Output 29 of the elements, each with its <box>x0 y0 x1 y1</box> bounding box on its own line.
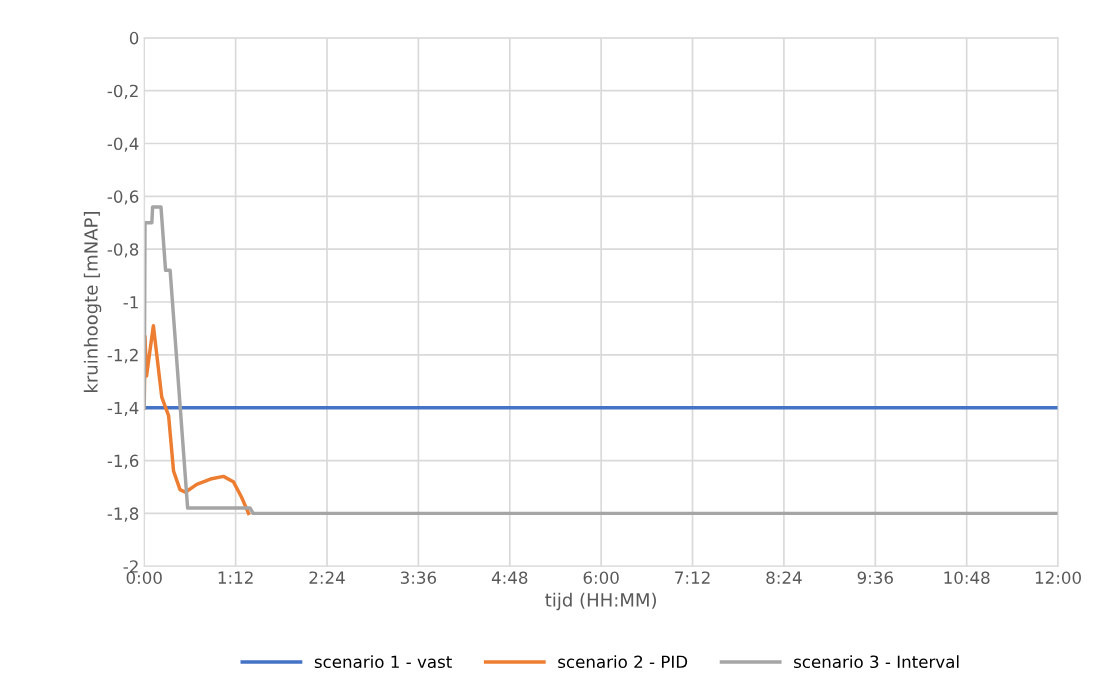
y-tick-label: -1,8 <box>107 507 139 522</box>
y-tick-label: -1,4 <box>107 401 139 416</box>
y-tick-label: -1,2 <box>107 348 138 364</box>
legend-label: scenario 2 - PID <box>558 655 688 669</box>
line-series <box>144 324 251 516</box>
y-tick-label: -0,8 <box>107 243 139 258</box>
x-axis-title: tijd (HH:MM) <box>545 592 656 611</box>
y-tick-label: -0,2 <box>107 84 138 99</box>
x-tick-label: 7:12 <box>675 571 710 584</box>
legend-label: scenario 3 - Interval <box>794 655 959 669</box>
x-tick-label: 0:00 <box>126 571 162 584</box>
y-tick-label: -1,6 <box>107 454 139 469</box>
legend-label: scenario 1 - vast <box>314 655 452 669</box>
x-tick-label: 9:36 <box>857 571 893 584</box>
x-tick-label: 4:48 <box>491 571 528 584</box>
y-tick-label: 0 <box>129 31 139 45</box>
y-tick-label: -1 <box>123 296 138 309</box>
y-tick-label: -0,4 <box>107 137 139 152</box>
y-axis-title: kruinhoogte [mNAP] <box>83 212 102 392</box>
x-tick-label: 3:36 <box>400 571 437 584</box>
x-tick-label: 2:24 <box>309 571 345 584</box>
y-tick-label: -0,6 <box>107 190 139 205</box>
y-tick-label: -2 <box>123 560 138 573</box>
x-tick-label: 1:12 <box>218 571 253 584</box>
x-tick-label: 6:00 <box>583 571 619 584</box>
x-tick-label: 10:48 <box>944 571 990 584</box>
line-series <box>144 205 1059 516</box>
x-tick-label: 12:00 <box>1035 571 1081 584</box>
x-tick-label: 8:24 <box>766 571 802 584</box>
